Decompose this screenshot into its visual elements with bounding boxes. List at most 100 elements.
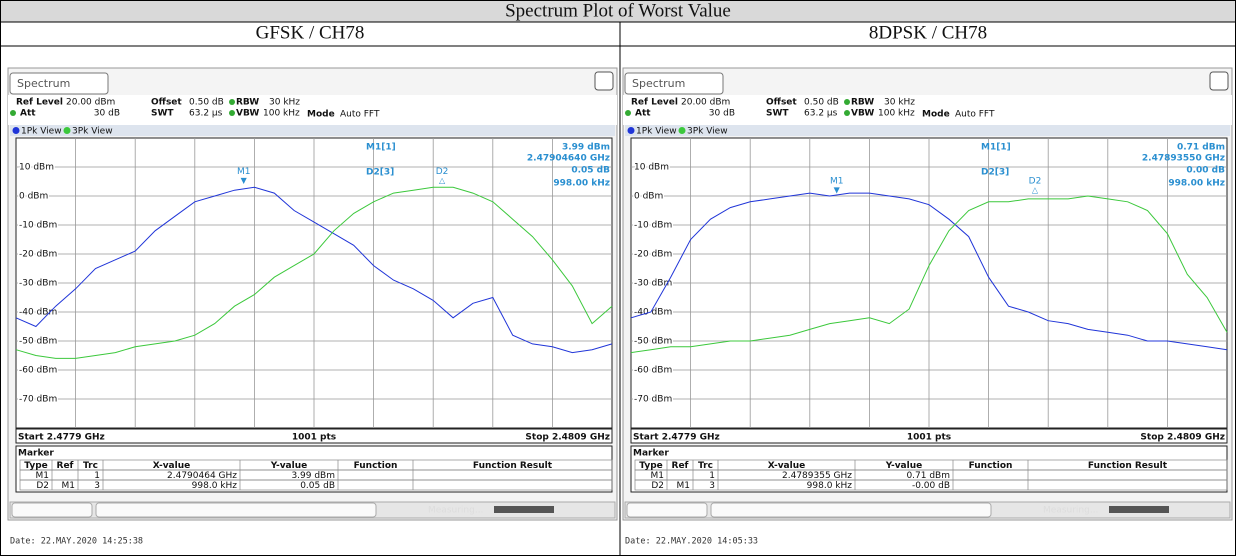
table-header: X-value [153, 461, 190, 471]
status-dot [229, 99, 235, 105]
y-tick-label: -60 dBm [634, 366, 672, 376]
y-tick-label: -10 dBm [634, 221, 672, 231]
setting-value: 30 kHz [269, 98, 300, 108]
marker-table-title: Marker [18, 449, 54, 459]
status-dot [229, 110, 235, 116]
legend-dot [63, 127, 71, 134]
table-header: Function Result [473, 461, 553, 471]
table-cell: M1 [62, 481, 76, 491]
marker-info: 3.99 dBm [562, 143, 610, 153]
marker-label: D2 [1029, 176, 1042, 186]
trace [630, 192, 1228, 351]
table-header: Trc [698, 461, 713, 471]
status-field [11, 502, 93, 518]
setting-label: RBW [851, 98, 874, 108]
tab [9, 72, 109, 95]
y-tick-label: -40 dBm [634, 308, 672, 318]
status-dot [844, 99, 850, 105]
view-bar [10, 125, 615, 136]
marker-info: M1[1] [366, 143, 396, 153]
marker-label: M1 [237, 167, 251, 177]
y-tick-label: -60 dBm [19, 366, 57, 376]
header-area [8, 95, 617, 125]
status-field [626, 502, 708, 518]
marker-info: 0.00 dB [1186, 166, 1225, 176]
table-header: Ref [672, 461, 689, 471]
footer-bar [15, 428, 613, 444]
marker-info: 2.47904640 GHz [527, 154, 610, 164]
setting-value: 30 kHz [884, 98, 915, 108]
y-tick-label: -70 dBm [634, 395, 672, 405]
y-tick-label: -30 dBm [19, 279, 57, 289]
table-header: Trc [83, 461, 98, 471]
table-header: Function Result [1088, 461, 1168, 471]
date: Date: 22.MAY.2020 14:25:38 [10, 537, 143, 547]
table-cell: 3 [94, 481, 100, 491]
marker-label: D2 [436, 167, 449, 177]
marker-info: 0.71 dBm [1177, 143, 1225, 153]
status-dot [844, 110, 850, 116]
setting-label: Ref Level [631, 98, 678, 108]
setting-value: 100 kHz [878, 109, 915, 119]
footer-stop: Stop 2.4809 GHz [1140, 433, 1225, 443]
marker-symbol: ▼ [241, 176, 248, 185]
status-text: Measuring... [1043, 506, 1098, 516]
table-header: Ref [57, 461, 74, 471]
progress [1109, 506, 1169, 513]
table-cell: M1 [36, 471, 50, 481]
table-cell: D2 [651, 481, 664, 491]
marker-table [630, 445, 1228, 493]
setting-value: 30 dB [709, 109, 735, 119]
icon [1209, 71, 1229, 91]
y-tick-label: 0 dBm [19, 192, 48, 202]
setting-label: SWT [151, 109, 174, 119]
setting-label: Ref Level [16, 98, 63, 108]
status-dot [625, 110, 631, 116]
setting-label: VBW [236, 109, 259, 119]
legend-dot [678, 127, 686, 134]
footer-start: Start 2.4779 GHz [633, 433, 720, 443]
marker-symbol: △ [1032, 185, 1039, 194]
table-cell: 0.71 dBm [906, 471, 950, 481]
legend-dot [627, 127, 635, 134]
y-tick-label: -50 dBm [19, 337, 57, 347]
setting-value: 100 kHz [263, 109, 300, 119]
table-cell: 1 [709, 471, 715, 481]
title-row [1, 1, 1235, 22]
y-tick-label: -40 dBm [19, 308, 57, 318]
table-header: Y-value [885, 461, 922, 471]
status-dot [10, 110, 16, 116]
date: Date: 22.MAY.2020 14:05:33 [625, 537, 758, 547]
legend-label: 3Pk View [687, 127, 728, 137]
marker-table-title: Marker [633, 449, 669, 459]
table-header: X-value [768, 461, 805, 471]
tab-label: Spectrum [632, 77, 685, 90]
y-tick-label: 10 dBm [19, 163, 54, 173]
marker-info: D2[3] [366, 168, 394, 178]
setting-value: 0.50 dB [804, 98, 839, 108]
table-cell: 2.4789355 GHz [782, 471, 852, 481]
setting-label: SWT [766, 109, 789, 119]
y-tick-label: -30 dBm [634, 279, 672, 289]
table-row [634, 479, 1228, 491]
setting-label: Att [635, 109, 651, 119]
setting-value: Auto FFT [340, 110, 380, 120]
y-tick-label: -10 dBm [19, 221, 57, 231]
tab-label: Spectrum [17, 77, 70, 90]
footer-points: 1001 pts [907, 433, 951, 443]
status-field [95, 502, 377, 518]
marker-symbol: ▼ [834, 185, 841, 194]
marker-info: D2[3] [981, 168, 1009, 178]
table-cell: 998.0 kHz [807, 481, 853, 491]
setting-value: 63.2 µs [804, 109, 838, 119]
setting-label: Att [20, 109, 36, 119]
legend-label: 1Pk View [21, 127, 62, 137]
setting-label: RBW [236, 98, 259, 108]
setting-value: 20.00 dBm [681, 98, 730, 108]
table-header: Type [639, 461, 662, 471]
setting-value: Auto FFT [955, 110, 995, 120]
marker-symbol: △ [439, 176, 446, 185]
footer-bar [630, 428, 1228, 444]
legend-label: 3Pk View [72, 127, 113, 137]
